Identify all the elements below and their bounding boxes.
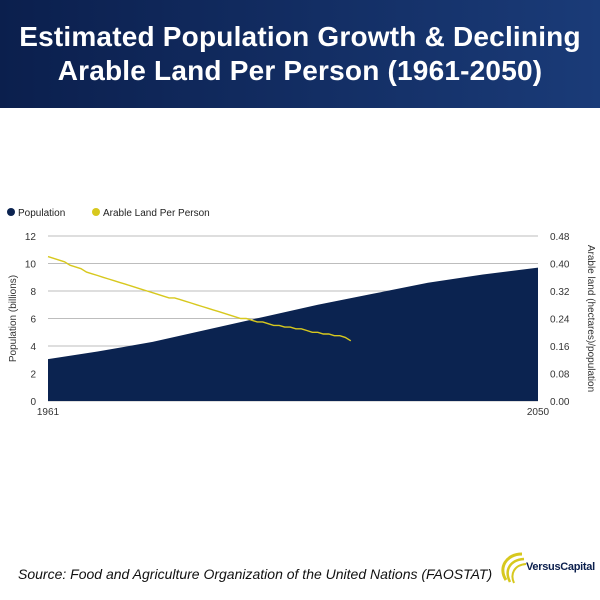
y-left-tick-label: 12 [25, 232, 37, 243]
chart: Population Arable Land Per Person 0 0.00 2 0.… [7, 208, 596, 418]
y-right-tick-label: 0.32 [550, 287, 570, 298]
x-tick-label-start: 1961 [37, 407, 60, 418]
logo-mark-icon [501, 552, 527, 584]
y-right-tick-label: 0.48 [550, 232, 570, 243]
y-left-axis-label: Population (billions) [8, 275, 19, 362]
arable-land-line [47, 255, 352, 342]
y-right-axis-label: Arable land (hectares)/population [585, 245, 596, 392]
y-right-tick-label: 0.24 [550, 315, 570, 326]
legend-marker-arable [92, 208, 100, 216]
y-left-tick-label: 2 [30, 370, 36, 381]
legend-label-arable: Arable Land Per Person [103, 208, 210, 219]
y-right-tick-label: 0.16 [550, 342, 570, 353]
y-left-tick-label: 4 [30, 342, 36, 353]
legend-marker-population [7, 208, 15, 216]
y-right-tick-label: 0.00 [550, 397, 570, 408]
legend-label-population: Population [18, 208, 65, 219]
y-left-tick-label: 10 [25, 260, 37, 271]
x-tick-label-end: 2050 [527, 407, 550, 418]
source-note: Source: Food and Agriculture Organizatio… [18, 566, 493, 582]
y-right-tick-label: 0.40 [550, 260, 570, 271]
header-banner: Estimated Population Growth & Declining … [0, 0, 600, 108]
versuscapital-logo: VersusCapital [500, 548, 595, 588]
y-left-tick-label: 8 [30, 287, 36, 298]
logo-text: VersusCapital [526, 561, 595, 573]
y-right-tick-label: 0.08 [550, 370, 570, 381]
page-title: Estimated Population Growth & Declining … [19, 21, 581, 86]
y-left-tick-label: 0 [30, 397, 36, 408]
population-area [48, 267, 538, 401]
y-left-tick-label: 6 [30, 315, 36, 326]
